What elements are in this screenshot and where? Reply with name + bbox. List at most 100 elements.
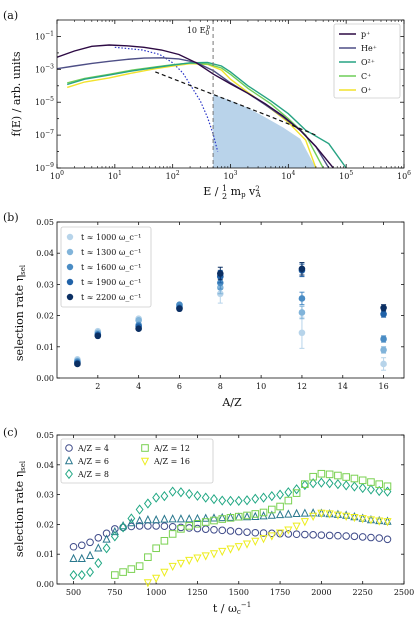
dashed-power-law-line (155, 71, 317, 136)
data-point (135, 316, 142, 324)
data-point (298, 295, 306, 302)
legend-a-box (333, 23, 401, 99)
x-tick-label: 101 (108, 170, 122, 181)
data-point (144, 553, 152, 561)
data-point (309, 512, 318, 521)
data-point (242, 512, 252, 521)
data-point (85, 550, 95, 559)
data-point (143, 498, 152, 509)
panel-c-label: (c) (3, 426, 18, 439)
data-point (152, 544, 160, 553)
legend-marker (66, 263, 74, 271)
data-point (334, 471, 342, 480)
legend-marker (141, 444, 149, 452)
panel-c-xlabel: t / ωc−1 (213, 601, 251, 616)
data-point (77, 541, 86, 550)
data-point (284, 530, 293, 538)
y-tick-label: 10−5 (35, 96, 54, 107)
data-point (234, 512, 243, 521)
data-point (350, 481, 359, 492)
data-point (86, 566, 94, 578)
data-point (284, 487, 293, 498)
data-point (176, 559, 186, 569)
data-point (350, 532, 359, 541)
data-point (292, 530, 301, 539)
data-point (94, 332, 102, 340)
panel-b-label: (b) (3, 211, 19, 224)
data-point (309, 508, 318, 517)
y-tick-label: 0.04 (36, 249, 54, 258)
data-point (358, 533, 367, 541)
data-point (110, 531, 119, 542)
data-point (333, 509, 343, 518)
data-point (267, 510, 276, 519)
data-point (193, 524, 202, 533)
data-point (275, 529, 285, 538)
y-tick-label: 10−9 (35, 162, 54, 173)
data-point (119, 522, 128, 533)
x-tick-label: 103 (223, 170, 237, 181)
legend-label-b-1: t ≈ 1300 ω_c⁻¹ (81, 248, 141, 257)
data-point (243, 511, 251, 520)
data-point (251, 493, 260, 504)
data-point (152, 522, 160, 530)
y-tick-label: 10−7 (35, 129, 54, 140)
data-point (168, 514, 177, 523)
y-tick-label: 0.00 (36, 374, 54, 383)
data-point (218, 512, 227, 522)
data-point (135, 562, 144, 570)
data-point (69, 542, 78, 551)
data-point (201, 492, 210, 503)
data-point (292, 522, 301, 531)
series-line-p (57, 44, 334, 168)
data-point (135, 504, 144, 515)
data-point (268, 505, 276, 514)
y-tick-label: 0.01 (36, 343, 54, 352)
data-point (292, 489, 301, 497)
legend-marker (140, 457, 150, 466)
data-point (366, 516, 376, 525)
y-tick-label: 0.03 (36, 280, 54, 289)
data-point (135, 515, 144, 525)
data-point (193, 490, 202, 501)
frame (56, 434, 405, 585)
x-tick-label: 1750 (270, 588, 290, 597)
series-line-C (67, 62, 324, 168)
data-point (367, 484, 375, 495)
data-point (284, 526, 293, 535)
panel-b-ylabel: selection rate ηsel (13, 264, 27, 361)
data-point (267, 532, 276, 541)
legend-label-b-0: t ≈ 1000 ω_c⁻¹ (81, 233, 141, 242)
data-point (342, 510, 351, 519)
data-point (143, 515, 152, 524)
data-point (292, 484, 301, 495)
data-point (152, 515, 161, 524)
data-point (226, 495, 235, 506)
legend-marker (66, 293, 74, 301)
data-point (301, 480, 309, 488)
data-point (367, 478, 375, 486)
data-point (160, 490, 169, 502)
legend-label-O: O⁺ (361, 86, 372, 95)
data-point (185, 556, 194, 566)
data-point (127, 565, 136, 573)
legend-label-c-3: A/Z = 12 (153, 444, 190, 453)
data-point (309, 472, 317, 481)
legend-label-p: p⁺ (361, 30, 370, 39)
data-point (185, 514, 194, 523)
data-point (168, 562, 177, 572)
data-point (358, 476, 367, 485)
data-point (358, 515, 367, 524)
y-tick-label: 10−3 (35, 63, 54, 74)
y-tick-label: 0.02 (36, 312, 54, 321)
legend-c: A/Z = 4 A/Z = 6 A/Z = 8 A/Z = 12 A/Z = 16 (60, 438, 214, 484)
data-point (334, 531, 342, 540)
data-point (160, 522, 169, 530)
data-point (350, 474, 359, 483)
data-point (325, 531, 334, 540)
data-point (380, 346, 387, 354)
data-point (333, 511, 343, 520)
data-point (309, 531, 317, 539)
legend-a: p⁺ He⁺ O²⁺ C⁺ O⁺ (333, 23, 401, 99)
data-point (333, 479, 342, 490)
